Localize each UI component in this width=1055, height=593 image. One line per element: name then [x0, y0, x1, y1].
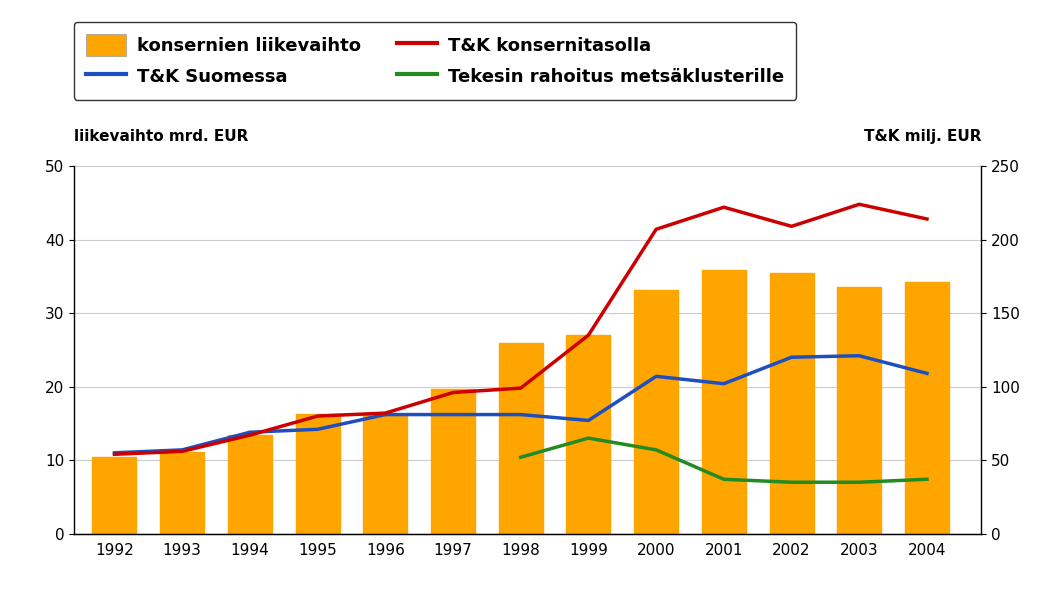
Bar [769, 273, 813, 534]
Bar [567, 335, 611, 534]
Bar [905, 282, 950, 534]
Bar [228, 435, 272, 534]
Text: T&K milj. EUR: T&K milj. EUR [864, 129, 981, 144]
Bar [838, 286, 881, 534]
Text: liikevaihto mrd. EUR: liikevaihto mrd. EUR [74, 129, 248, 144]
Bar [431, 389, 475, 534]
Bar [634, 289, 678, 534]
Bar [702, 270, 746, 534]
Legend: konsernien liikevaihto, T&K Suomessa, T&K konsernitasolla, Tekesin rahoitus mets: konsernien liikevaihto, T&K Suomessa, T&… [74, 21, 797, 100]
Bar [160, 452, 205, 534]
Bar [295, 414, 340, 534]
Bar [93, 457, 136, 534]
Bar [499, 343, 542, 534]
Bar [363, 415, 407, 534]
